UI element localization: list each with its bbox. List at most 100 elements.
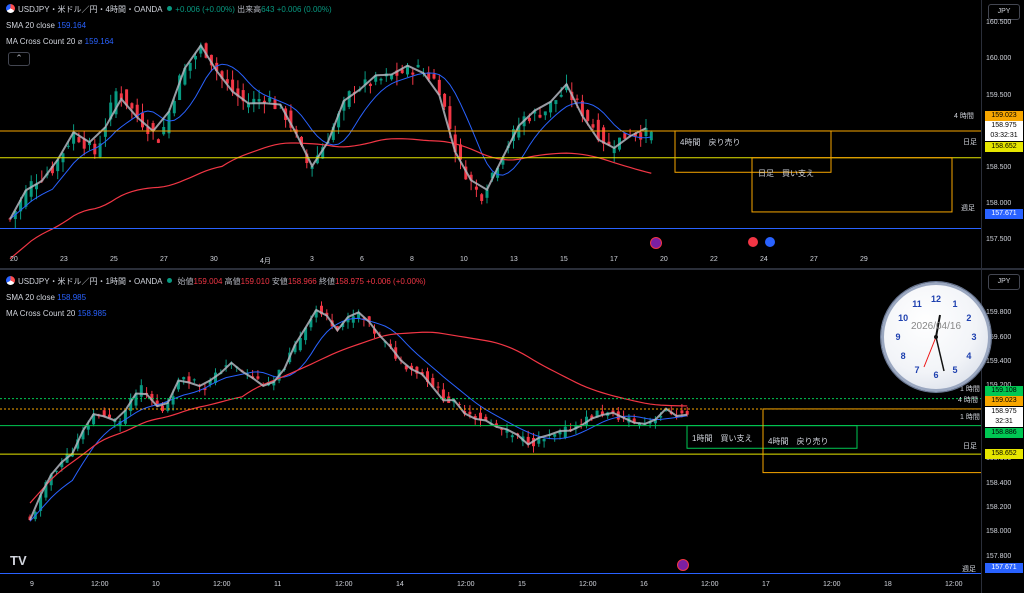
candle (457, 403, 461, 405)
price-tick: 158.200 (986, 504, 1012, 512)
price-tick: 159.500 (986, 91, 1012, 99)
sma-value: 159.164 (57, 21, 87, 30)
time-tick: 10 (460, 256, 468, 263)
candle (484, 416, 488, 421)
currency-button[interactable]: JPY (988, 274, 1020, 290)
price-plot-4h[interactable] (0, 0, 982, 268)
candle (341, 323, 345, 327)
candle (363, 79, 367, 86)
candle (272, 381, 276, 386)
flag-icon (6, 276, 15, 285)
candle (109, 102, 113, 120)
symbol-title[interactable]: USDJPY・米ドル／円・1時間・OANDA (18, 277, 163, 286)
time-tick: 18 (884, 581, 892, 588)
label-h1-upper-line: 1 時間 (960, 386, 980, 393)
time-tick: 22 (710, 256, 718, 263)
price-tick: 160.500 (986, 19, 1012, 27)
candle (161, 405, 164, 412)
candle (585, 416, 588, 425)
candle (373, 328, 376, 334)
candle (351, 316, 355, 323)
candle (192, 379, 196, 381)
legend-sma-1h[interactable]: SMA 20 close 158.985 (6, 292, 86, 303)
clock-numeral: 6 (933, 370, 938, 380)
candle (220, 71, 224, 79)
candle (400, 69, 404, 74)
time-tick: 16 (640, 581, 648, 588)
pane-separator[interactable] (0, 268, 1024, 270)
chart-pane-1h[interactable]: USDJPY・米ドル／円・1時間・OANDA 始値159.004 高値159.0… (0, 270, 1024, 593)
clock-center (934, 335, 938, 339)
box-h4-label: 4時間 戻り売り (680, 138, 741, 147)
time-tick: 12:00 (823, 581, 841, 588)
candle (262, 100, 266, 104)
candle (257, 99, 261, 102)
candle (320, 305, 323, 315)
candle (496, 167, 500, 178)
candle (501, 157, 505, 165)
chevron-up-icon[interactable]: ⌃ (8, 52, 30, 66)
clock-numeral: 2 (966, 313, 971, 323)
open-label: 始値 (177, 277, 194, 286)
candle (563, 426, 567, 438)
sma-label: SMA 20 close (6, 21, 55, 30)
box-d1 (751, 157, 953, 213)
candle (102, 410, 106, 417)
time-tick: 15 (518, 581, 526, 588)
candle (390, 74, 394, 80)
candle (88, 142, 91, 146)
legend-ma-cross-1h[interactable]: MA Cross Count 20 158.985 (6, 308, 107, 319)
low-value: 158.966 (287, 277, 317, 286)
candle (118, 421, 122, 427)
candle (56, 159, 60, 172)
price-tick: 158.500 (986, 163, 1012, 171)
time-tick: 14 (396, 581, 404, 588)
candle (558, 431, 562, 435)
tradingview-logo[interactable]: TV (10, 553, 27, 568)
candle (500, 428, 504, 430)
candle (685, 410, 689, 415)
label-d1-line: 日足 (963, 443, 977, 450)
candle (443, 93, 447, 107)
chart-pane-4h[interactable]: USDJPY・米ドル／円・4時間・OANDA +0.006 (+0.00%) 出… (0, 0, 1024, 268)
candle (305, 153, 309, 164)
candle (241, 90, 245, 102)
price-plot-1h[interactable] (0, 270, 982, 593)
symbol-title[interactable]: USDJPY・米ドル／円・4時間・OANDA (18, 5, 163, 14)
lightning-icon[interactable] (650, 237, 662, 249)
candle (485, 189, 489, 198)
time-tick: 25 (110, 256, 118, 263)
candle (86, 425, 90, 430)
candle (368, 83, 372, 87)
time-tick: 12:00 (701, 581, 719, 588)
candle (225, 79, 229, 84)
jp-event-icon[interactable] (748, 237, 758, 247)
candle (586, 110, 590, 121)
price-tick: 158.000 (986, 199, 1012, 207)
candle (92, 414, 96, 425)
candle (60, 462, 64, 468)
close-label: 終値 (318, 277, 335, 286)
time-tick: 6 (360, 256, 364, 263)
hidden-icon[interactable]: ⌀ (77, 37, 83, 46)
tag-h1-lower: 158.886 (985, 428, 1023, 438)
swing-line (29, 308, 688, 521)
price-axis-4h[interactable]: JPY 160.500160.000159.500159.000158.5001… (981, 0, 1024, 268)
candle (209, 54, 213, 66)
close-value: 158.975 (334, 277, 364, 286)
candle (35, 183, 38, 190)
candle (188, 62, 192, 71)
time-tick: 27 (810, 256, 818, 263)
legend-sma-4h[interactable]: SMA 20 close 159.164 (6, 20, 86, 31)
candle (182, 377, 186, 380)
lightning-icon[interactable] (677, 559, 689, 571)
label-h4-line: 4 時間 (954, 113, 974, 120)
candle (24, 190, 28, 207)
candle (247, 103, 250, 108)
currency-button[interactable]: JPY (988, 4, 1020, 20)
candle (82, 138, 86, 149)
candle (494, 423, 498, 427)
us-event-icon[interactable] (765, 237, 775, 247)
candle (39, 495, 43, 511)
legend-ma-cross-4h[interactable]: MA Cross Count 20 ⌀ 159.164 (6, 36, 114, 47)
